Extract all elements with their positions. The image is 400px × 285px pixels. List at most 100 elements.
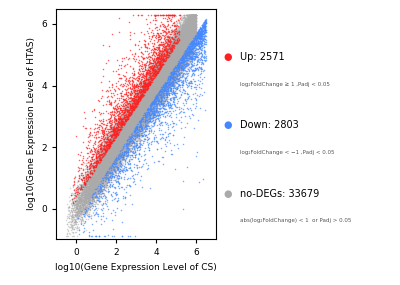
Point <box>161 71 167 75</box>
Point <box>133 111 140 116</box>
Point <box>164 91 170 95</box>
Point <box>171 44 178 48</box>
Point <box>122 124 129 128</box>
Point <box>150 63 156 68</box>
Point <box>115 154 122 158</box>
Point <box>133 98 140 103</box>
Point <box>178 49 184 54</box>
Point <box>92 172 98 176</box>
Point <box>172 85 179 89</box>
Point <box>94 180 101 184</box>
Point <box>142 100 148 105</box>
Point <box>96 164 102 169</box>
Point <box>183 40 190 45</box>
Point <box>159 58 166 63</box>
Point <box>186 38 193 43</box>
Point <box>139 87 146 92</box>
Point <box>71 227 78 231</box>
Point <box>181 45 188 49</box>
Point <box>170 40 176 44</box>
Point <box>104 87 111 92</box>
Point <box>183 28 189 32</box>
Point <box>153 70 159 75</box>
Point <box>114 137 121 142</box>
Point <box>166 55 173 60</box>
Point <box>160 86 167 91</box>
Point <box>168 52 174 56</box>
Point <box>188 21 194 26</box>
Point <box>92 171 98 176</box>
Point <box>179 37 186 41</box>
Point <box>135 109 142 113</box>
Point <box>188 32 194 37</box>
Point <box>142 96 148 101</box>
Point <box>132 120 138 125</box>
Point <box>167 68 174 72</box>
Point <box>100 168 107 172</box>
Point <box>116 159 123 164</box>
Point <box>99 181 105 186</box>
Point <box>136 89 143 93</box>
Point <box>78 178 85 183</box>
Point <box>130 109 137 113</box>
Point <box>168 46 174 50</box>
Point <box>170 73 176 77</box>
Point <box>143 96 150 101</box>
Point <box>163 75 169 80</box>
Point <box>149 81 156 86</box>
Point <box>120 84 126 88</box>
Point <box>163 135 169 139</box>
Point <box>177 28 184 33</box>
Point <box>134 114 140 119</box>
Point <box>110 133 116 138</box>
Point <box>102 161 108 165</box>
Point <box>104 166 110 171</box>
Point <box>186 49 192 54</box>
Point <box>97 157 103 162</box>
Point <box>158 81 165 86</box>
Point <box>113 110 119 115</box>
Point <box>111 162 118 166</box>
Point <box>155 66 162 70</box>
Point <box>158 73 164 78</box>
Point <box>170 46 177 51</box>
Point <box>142 91 148 96</box>
Point <box>188 18 195 23</box>
Point <box>140 93 147 98</box>
Point <box>121 137 127 141</box>
Point <box>202 19 208 23</box>
Point <box>179 46 185 51</box>
Point <box>140 125 146 130</box>
Point <box>169 70 175 74</box>
Point <box>146 98 152 103</box>
Point <box>147 91 153 95</box>
Point <box>119 140 125 144</box>
Point <box>128 92 135 97</box>
Point <box>145 84 151 88</box>
Point <box>174 43 180 48</box>
Point <box>70 234 77 239</box>
Point <box>129 112 136 117</box>
Point <box>133 133 139 137</box>
Point <box>176 55 183 60</box>
Point <box>178 32 184 37</box>
Point <box>120 112 126 117</box>
Point <box>110 158 116 163</box>
Point <box>115 130 121 135</box>
Point <box>101 158 108 162</box>
Point <box>118 110 124 114</box>
Point <box>152 89 158 93</box>
Point <box>140 111 146 116</box>
Point <box>142 100 148 105</box>
Point <box>96 180 102 185</box>
Point <box>162 55 168 60</box>
Point <box>193 54 199 58</box>
Point <box>152 92 159 97</box>
Point <box>141 112 148 117</box>
Point <box>106 177 112 181</box>
Point <box>180 34 187 38</box>
Point <box>129 110 135 115</box>
Point <box>187 84 194 88</box>
Point <box>173 40 180 45</box>
Point <box>173 66 179 70</box>
